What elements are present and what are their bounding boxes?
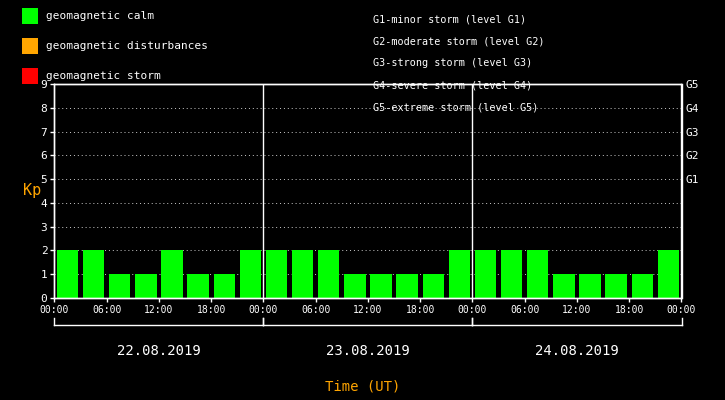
Bar bbox=[658, 250, 679, 298]
Text: G3-strong storm (level G3): G3-strong storm (level G3) bbox=[373, 58, 533, 68]
Text: 24.08.2019: 24.08.2019 bbox=[535, 344, 619, 358]
Bar bbox=[83, 250, 104, 298]
Bar bbox=[631, 274, 653, 298]
Bar bbox=[397, 274, 418, 298]
Text: geomagnetic calm: geomagnetic calm bbox=[46, 11, 154, 21]
Bar bbox=[370, 274, 392, 298]
Text: 23.08.2019: 23.08.2019 bbox=[326, 344, 410, 358]
Text: G1-minor storm (level G1): G1-minor storm (level G1) bbox=[373, 14, 526, 24]
Text: Time (UT): Time (UT) bbox=[325, 380, 400, 394]
Bar bbox=[501, 250, 523, 298]
Bar bbox=[579, 274, 601, 298]
Bar bbox=[266, 250, 287, 298]
Text: G2-moderate storm (level G2): G2-moderate storm (level G2) bbox=[373, 36, 545, 46]
Bar bbox=[213, 274, 235, 298]
Bar bbox=[318, 250, 339, 298]
Bar bbox=[187, 274, 209, 298]
Bar bbox=[423, 274, 444, 298]
Text: G5-extreme storm (level G5): G5-extreme storm (level G5) bbox=[373, 102, 539, 112]
Bar bbox=[475, 250, 496, 298]
Bar bbox=[240, 250, 261, 298]
Bar bbox=[57, 250, 78, 298]
Bar bbox=[109, 274, 130, 298]
Bar bbox=[553, 274, 575, 298]
Text: geomagnetic disturbances: geomagnetic disturbances bbox=[46, 41, 208, 51]
Bar bbox=[449, 250, 470, 298]
Bar bbox=[292, 250, 313, 298]
Text: G4-severe storm (level G4): G4-severe storm (level G4) bbox=[373, 80, 533, 90]
Text: 22.08.2019: 22.08.2019 bbox=[117, 344, 201, 358]
Y-axis label: Kp: Kp bbox=[23, 184, 41, 198]
Bar bbox=[605, 274, 627, 298]
Bar bbox=[344, 274, 365, 298]
Bar bbox=[527, 250, 549, 298]
Bar bbox=[135, 274, 157, 298]
Text: geomagnetic storm: geomagnetic storm bbox=[46, 71, 161, 81]
Bar bbox=[161, 250, 183, 298]
